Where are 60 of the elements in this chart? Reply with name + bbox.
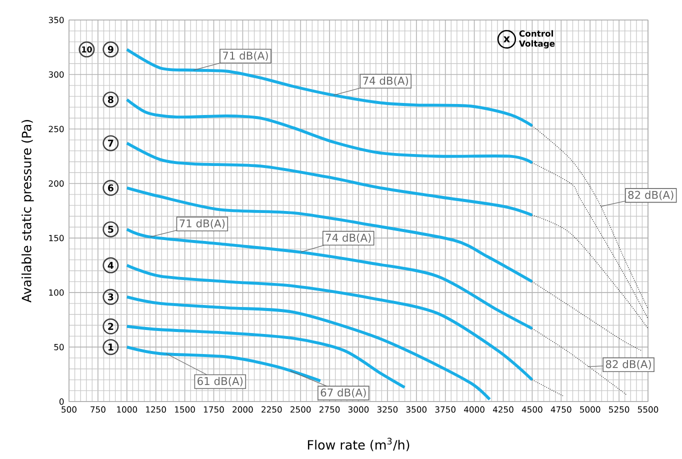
series-label: 5	[108, 226, 114, 233]
annotation: 82 dB(A)	[628, 190, 674, 200]
y-tick-label: 350	[48, 16, 64, 24]
series-label: 3	[108, 293, 114, 300]
y-tick-label: 250	[48, 126, 64, 132]
y-axis-title: Available static pressure (Pa)	[22, 120, 34, 302]
annotation: Control Voltage	[519, 30, 555, 48]
series-label: 9	[108, 46, 114, 53]
annotation: 61 dB(A)	[198, 376, 243, 386]
annotation: 82 dB(A)	[606, 360, 651, 370]
x-tick-label: 2250	[262, 406, 282, 413]
y-tick-label: 150	[49, 234, 64, 242]
line-series	[125, 186, 534, 284]
x-tick-label: 2750	[319, 406, 340, 413]
x-tick-label: 5250	[609, 406, 630, 413]
series-label: 6	[108, 184, 114, 192]
y-tick-label: 50	[54, 344, 64, 350]
x-tick-label: 3500	[406, 406, 427, 413]
annotation: x	[503, 36, 510, 42]
line-series	[125, 98, 534, 164]
series-label: 4	[108, 262, 114, 269]
annotation: 10	[82, 46, 92, 52]
y-tick-label: 100	[49, 289, 64, 296]
line-series	[125, 295, 492, 401]
annotation: 67 dB(A)	[320, 388, 366, 398]
line-series	[125, 48, 534, 128]
x-tick-label: 1500	[175, 406, 195, 413]
series-label: 7	[108, 140, 114, 147]
x-tick-label: 1250	[146, 406, 166, 413]
x-tick-label: 4500	[522, 406, 542, 413]
line-series	[125, 228, 534, 330]
annotation: 71 dB(A)	[180, 219, 225, 229]
y-tick-label: 0	[59, 398, 64, 405]
x-tick-label: 4250	[492, 406, 514, 413]
series-label: 1	[108, 344, 114, 350]
line-series	[125, 324, 406, 389]
x-tick-label: 3000	[348, 406, 369, 413]
x-tick-label: 3250	[377, 406, 398, 413]
annotation: 74 dB(A)	[326, 233, 371, 243]
x-tick-label: 4000	[464, 406, 484, 413]
x-tick-label: 5000	[580, 406, 600, 413]
y-tick-label: 300	[48, 71, 64, 78]
x-tick-label: 750	[90, 406, 106, 413]
x-axis-title: Flow rate (m$^{3}$/h)	[308, 438, 410, 452]
x-tick-label: 2500	[290, 406, 311, 413]
annotation: 71 dB(A)	[223, 51, 268, 61]
series-label: 2	[108, 322, 114, 330]
line-series	[125, 142, 534, 217]
x-tick-label: 2000	[232, 406, 253, 413]
annotation: 74 dB(A)	[363, 76, 408, 86]
x-tick-label: 4750	[550, 406, 572, 413]
x-tick-label: 3750	[435, 406, 456, 413]
series-label: 8	[108, 96, 114, 104]
x-tick-label: 1000	[117, 406, 138, 413]
x-tick-label: 5500	[638, 406, 658, 413]
x-tick-label: 1750	[204, 406, 224, 413]
y-tick-label: 200	[48, 180, 64, 187]
line-series	[532, 214, 648, 329]
x-tick-label: 500	[62, 406, 76, 413]
line-series	[532, 281, 642, 351]
